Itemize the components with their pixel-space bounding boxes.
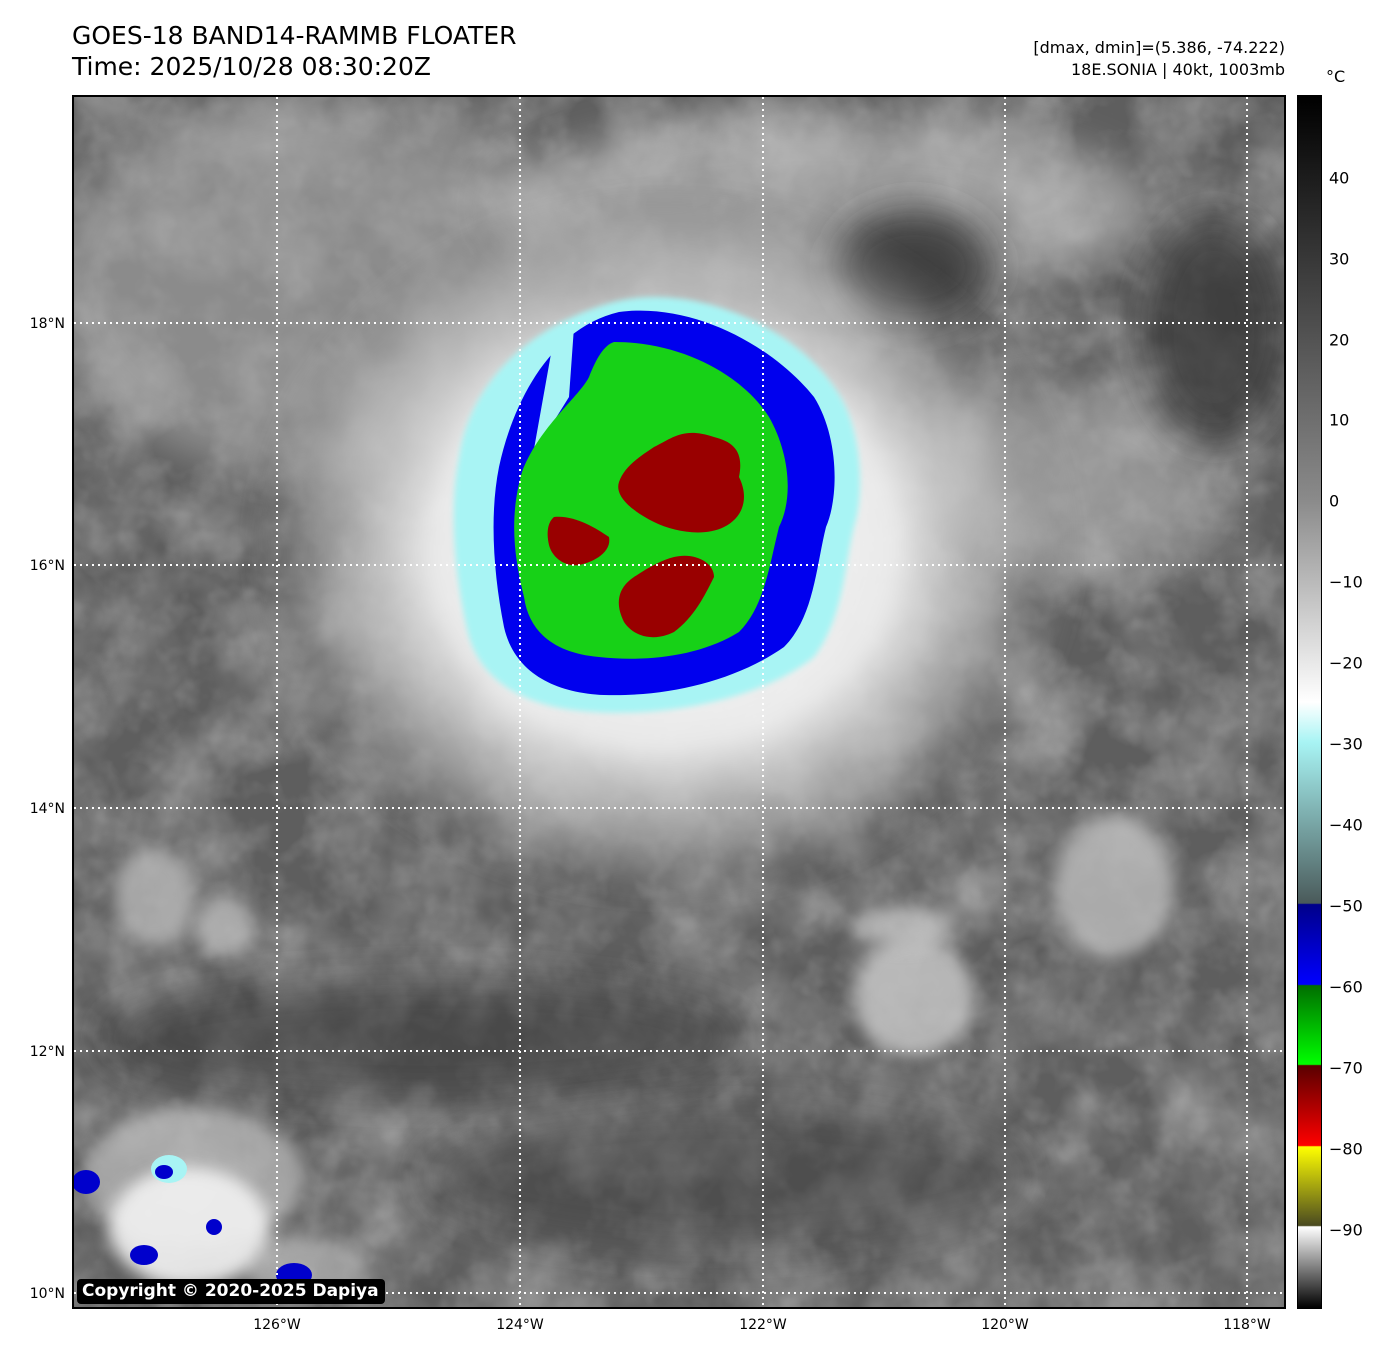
storm-info-text: 18E.SONIA | 40kt, 1003mb bbox=[1070, 60, 1285, 79]
copyright-badge: Copyright © 2020-2025 Dapiya bbox=[77, 1279, 385, 1304]
colorbar-tick-minus80: −80 bbox=[1329, 1139, 1363, 1159]
satellite-map[interactable]: Copyright © 2020-2025 Dapiya bbox=[72, 95, 1286, 1309]
colorbar-tick-minus60: −60 bbox=[1329, 977, 1363, 997]
lon-label-124w: 124°W bbox=[496, 1317, 544, 1333]
time-stamp: Time: 2025/10/28 08:30:20Z bbox=[72, 52, 431, 81]
colorbar-tick-10: 10 bbox=[1329, 410, 1350, 430]
temperature-colorbar bbox=[1297, 95, 1322, 1309]
colorbar-tick-minus70: −70 bbox=[1329, 1058, 1363, 1078]
lon-label-122w: 122°W bbox=[739, 1317, 787, 1333]
lon-label-118w: 118°W bbox=[1223, 1317, 1271, 1333]
lat-label-16n: 16°N bbox=[29, 558, 65, 574]
colorbar-tick-minus40: −40 bbox=[1329, 815, 1363, 835]
graticule bbox=[74, 97, 1284, 1307]
satellite-image bbox=[74, 97, 1284, 1307]
colorbar-tick-minus10: −10 bbox=[1329, 572, 1363, 592]
colorbar-tick-minus50: −50 bbox=[1329, 896, 1363, 916]
colorbar-tick-0: 0 bbox=[1329, 491, 1340, 511]
colorbar-tick-30: 30 bbox=[1329, 249, 1350, 269]
colorbar-tick-minus30: −30 bbox=[1329, 734, 1363, 754]
colorbar-tick-minus20: −20 bbox=[1329, 653, 1363, 673]
colorbar-tick-minus90: −90 bbox=[1329, 1220, 1363, 1240]
colorbar-unit: °C bbox=[1326, 67, 1346, 86]
colorbar-tick-20: 20 bbox=[1329, 330, 1350, 350]
lat-label-14n: 14°N bbox=[29, 801, 65, 817]
lat-label-18n: 18°N bbox=[29, 316, 65, 332]
lat-label-12n: 12°N bbox=[29, 1044, 65, 1060]
colorbar-tick-40: 40 bbox=[1329, 168, 1350, 188]
lon-label-120w: 120°W bbox=[981, 1317, 1029, 1333]
dmax-dmin-text: [dmax, dmin]=(5.386, -74.222) bbox=[1033, 38, 1285, 57]
product-title: GOES-18 BAND14-RAMMB FLOATER bbox=[72, 21, 517, 50]
lon-label-126w: 126°W bbox=[253, 1317, 301, 1333]
lat-label-10n: 10°N bbox=[29, 1286, 65, 1302]
